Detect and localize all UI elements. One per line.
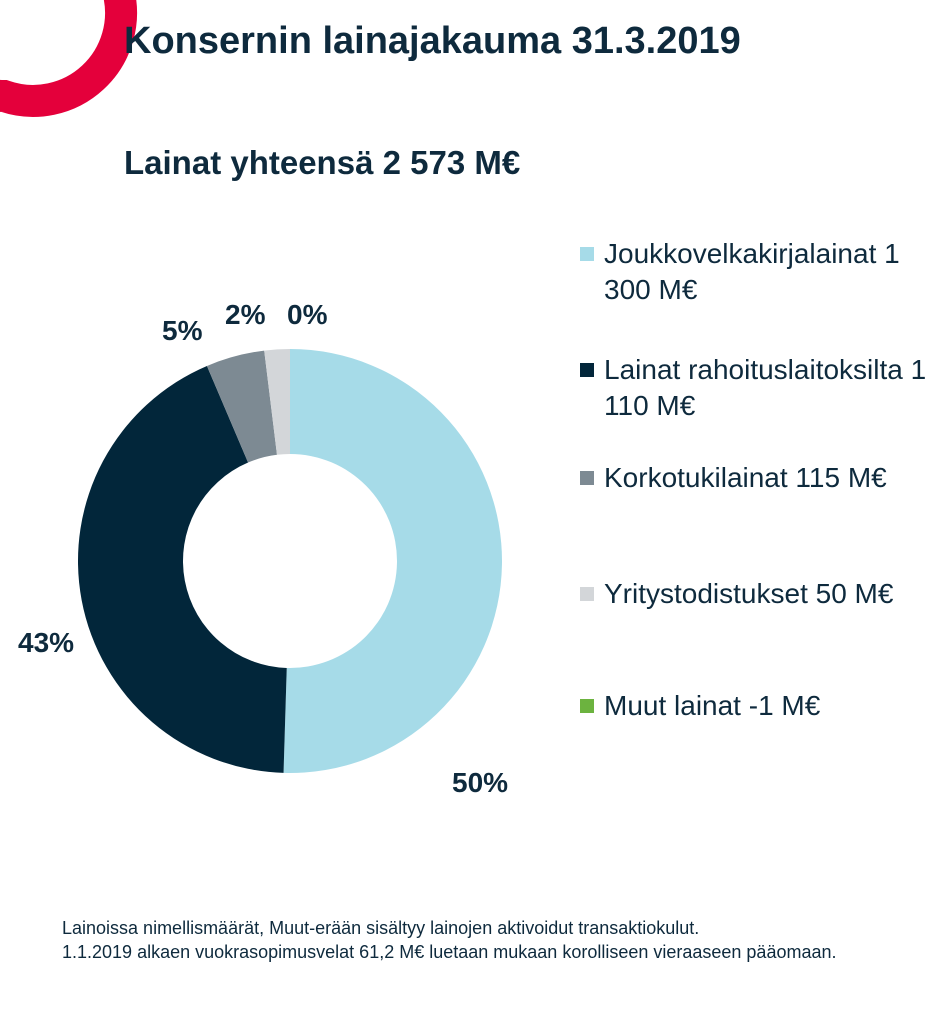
legend-label-2: Lainat rahoituslaitoksilta 1 110 M€ [604, 354, 927, 421]
donut-slices [78, 349, 502, 773]
footnote-line-2: 1.1.2019 alkaen vuokrasopimusvelat 61,2 … [62, 942, 837, 962]
percent-label-2: 43% [18, 627, 74, 658]
percent-label-3: 5% [162, 315, 203, 346]
donut-slice-1 [283, 349, 502, 773]
percent-label-1: 50% [452, 767, 508, 798]
page-title: Konsernin lainajakauma 31.3.2019 [124, 20, 741, 62]
donut-slice-2 [78, 365, 287, 773]
legend-item-1: Joukkovelkakirjalainat 1 300 M€ [580, 236, 935, 308]
footnote: Lainoissa nimellismäärät, Muut-erään sis… [62, 916, 892, 964]
legend-swatch-4 [580, 587, 594, 601]
legend-swatch-5 [580, 699, 594, 713]
footnote-line-1: Lainoissa nimellismäärät, Muut-erään sis… [62, 918, 700, 938]
legend-item-4: Yritystodistukset 50 M€ [580, 576, 935, 612]
legend-item-3: Korkotukilainat 115 M€ [580, 460, 935, 496]
brand-arc-logo [0, 0, 138, 117]
percent-label-4: 2% [225, 299, 266, 330]
donut-slice-4 [264, 349, 290, 455]
chart-title: Lainat yhteensä 2 573 M€ [124, 144, 521, 181]
legend-label-3: Korkotukilainat 115 M€ [604, 462, 887, 493]
legend-swatch-1 [580, 247, 594, 261]
donut-chart: 50% 43% 5% 2% 0% [18, 299, 508, 798]
legend-label-5: Muut lainat -1 M€ [604, 690, 821, 721]
legend-item-5: Muut lainat -1 M€ [580, 688, 935, 724]
legend-swatch-2 [580, 363, 594, 377]
legend-swatch-3 [580, 471, 594, 485]
legend-label-4: Yritystodistukset 50 M€ [604, 578, 894, 609]
legend-item-2: Lainat rahoituslaitoksilta 1 110 M€ [580, 352, 935, 424]
donut-slice-3 [206, 350, 277, 463]
percent-label-5: 0% [287, 299, 328, 330]
legend-label-1: Joukkovelkakirjalainat 1 300 M€ [604, 238, 900, 305]
donut-percent-labels: 50% 43% 5% 2% 0% [18, 299, 508, 798]
